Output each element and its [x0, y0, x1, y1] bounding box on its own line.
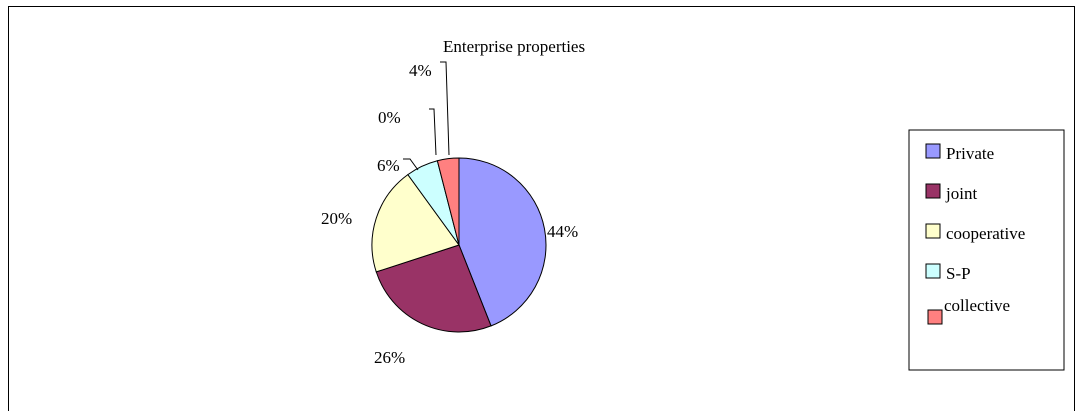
data-label: 4% — [409, 61, 432, 80]
legend: Private joint cooperative S-P collective — [908, 129, 1065, 371]
data-label: 44% — [547, 222, 578, 241]
chart-frame: Enterprise properties 44% 26% 20% 6% 0% 4% Pr… — [8, 6, 1075, 411]
data-label: 20% — [321, 209, 352, 228]
pie-slice-collective — [436, 157, 460, 246]
data-label: 0% — [378, 108, 401, 127]
pie-slice-joint — [375, 244, 492, 333]
pie-chart: Enterprise properties 44% 26% 20% 6% 0% 4% Pr… — [321, 37, 1065, 371]
data-label: 6% — [377, 156, 400, 175]
chart-title: Enterprise properties — [443, 37, 585, 56]
legend-swatch — [925, 263, 941, 279]
data-label: 26% — [374, 348, 405, 367]
pie-slices — [371, 157, 547, 333]
leader-line — [429, 108, 437, 156]
legend-swatch — [925, 143, 941, 159]
legend-label: joint — [945, 184, 977, 203]
legend-label: collective — [944, 296, 1010, 315]
data-labels: 44% 26% 20% 6% 0% 4% — [321, 61, 578, 367]
pie-slice-private — [458, 157, 547, 327]
legend-label: cooperative — [946, 224, 1025, 243]
leader-line — [403, 158, 419, 171]
leader-line — [440, 61, 450, 156]
legend-label: S-P — [946, 264, 971, 283]
legend-box — [908, 129, 1065, 371]
legend-swatch — [927, 309, 943, 325]
legend-label: Private — [946, 144, 994, 163]
pie-slice-cooperative — [371, 173, 460, 273]
legend-swatch — [925, 223, 941, 239]
leader-lines — [403, 61, 450, 171]
legend-swatch — [925, 183, 941, 199]
